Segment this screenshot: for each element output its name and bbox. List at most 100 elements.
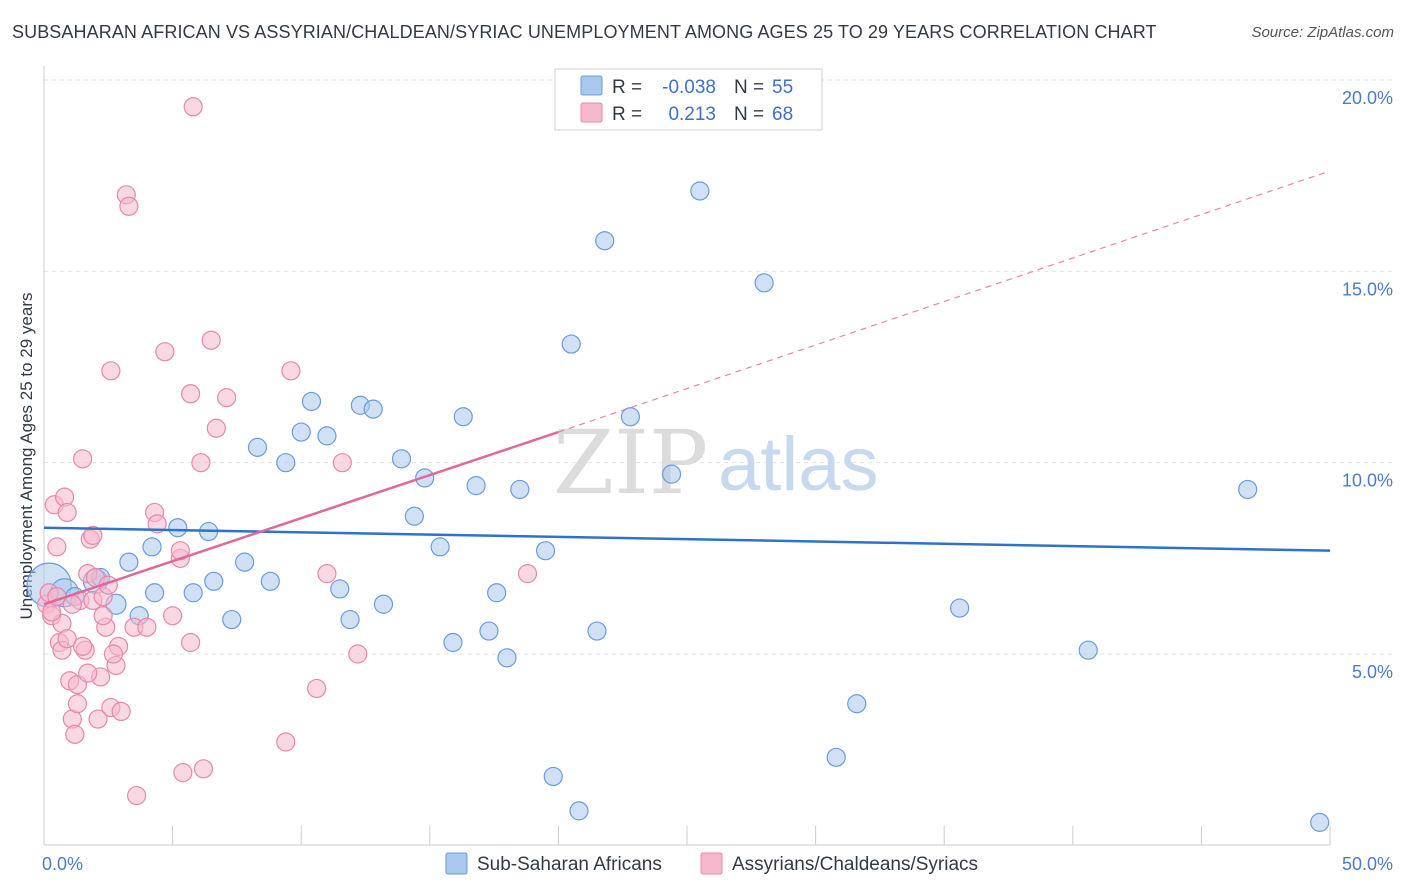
axis-ticks: 0.0% 50.0% 5.0% 10.0% 15.0% 20.0% xyxy=(42,88,1393,874)
point-assyrian xyxy=(206,418,226,438)
legend-r-value-1: -0.038 xyxy=(662,77,716,98)
legend-n-value-1: 55 xyxy=(772,77,793,98)
point-assyrian xyxy=(126,785,147,806)
legend-n-label-1: N = xyxy=(734,77,764,98)
point-assyrian xyxy=(93,606,113,626)
point-sub-saharan xyxy=(404,506,424,526)
point-sub-saharan xyxy=(1238,479,1258,500)
trend-line-pink xyxy=(43,430,559,606)
point-assyrian xyxy=(217,388,237,408)
trend-line-extension-pink xyxy=(558,171,1328,433)
point-sub-saharan xyxy=(443,632,463,653)
series-assyrians-chaldeans-syriacs xyxy=(36,97,538,806)
point-sub-saharan xyxy=(204,571,224,591)
point-sub-saharan xyxy=(587,621,607,641)
y-tick-label: 5.0% xyxy=(1352,662,1393,682)
point-assyrian xyxy=(78,663,98,683)
point-assyrian xyxy=(281,361,301,381)
series-legend-swatch-blue xyxy=(445,852,468,875)
source-label: Source: ZipAtlas.com xyxy=(1251,24,1394,41)
legend-r-value-2: 0.213 xyxy=(668,104,716,125)
point-sub-saharan xyxy=(595,231,615,251)
point-sub-saharan xyxy=(144,583,165,603)
point-sub-saharan xyxy=(391,449,412,469)
point-sub-saharan xyxy=(453,407,473,427)
point-sub-saharan xyxy=(363,399,383,419)
y-tick-label: 10.0% xyxy=(1342,471,1393,491)
point-sub-saharan xyxy=(142,537,162,557)
legend-swatch-pink xyxy=(580,102,603,123)
point-sub-saharan xyxy=(430,537,450,557)
watermark-zip: ZIP xyxy=(553,411,708,514)
point-sub-saharan xyxy=(826,747,846,767)
watermark-atlas: atlas xyxy=(718,422,879,507)
point-assyrian xyxy=(163,606,183,626)
point-sub-saharan xyxy=(340,609,360,630)
point-assyrian xyxy=(348,644,368,664)
point-sub-saharan xyxy=(569,801,589,821)
point-assyrian xyxy=(276,732,296,752)
legend-n-label-2: N = xyxy=(734,104,764,125)
point-sub-saharan xyxy=(487,583,507,603)
series-legend-label-pink: Assyrians/Chaldeans/Syriacs xyxy=(732,854,978,875)
point-sub-saharan xyxy=(847,694,867,714)
x-tick-label-min: 0.0% xyxy=(42,854,83,874)
x-tick-label-max: 50.0% xyxy=(1342,854,1393,874)
point-assyrian xyxy=(191,453,211,473)
point-sub-saharan xyxy=(661,464,682,484)
point-assyrian xyxy=(47,537,67,557)
point-assyrian xyxy=(101,361,121,381)
point-sub-saharan xyxy=(235,552,255,572)
series-sub-saharan-africans xyxy=(26,93,1330,832)
point-sub-saharan xyxy=(317,426,337,446)
point-assyrian xyxy=(119,196,139,216)
point-sub-saharan xyxy=(510,479,530,500)
trend-lines xyxy=(43,171,1331,606)
point-assyrian xyxy=(57,502,77,523)
point-sub-saharan xyxy=(276,453,296,473)
point-sub-saharan xyxy=(373,594,394,614)
point-assyrian xyxy=(173,763,193,783)
point-sub-saharan xyxy=(1310,812,1330,832)
point-sub-saharan xyxy=(620,407,641,427)
point-assyrian xyxy=(147,514,167,534)
point-assyrian xyxy=(88,709,108,729)
point-sub-saharan xyxy=(260,571,280,591)
legend-r-label-2: R = xyxy=(612,104,642,125)
point-sub-saharan xyxy=(247,437,268,457)
point-assyrian xyxy=(72,636,93,656)
stats-legend: R = -0.038 N = 55 R = 0.213 N = 68 xyxy=(554,68,823,131)
point-assyrian xyxy=(57,629,77,649)
point-assyrian xyxy=(83,525,103,545)
series-legend: Sub-Saharan Africans Assyrians/Chaldeans… xyxy=(445,852,978,875)
point-assyrian xyxy=(307,678,327,699)
point-sub-saharan xyxy=(301,391,322,412)
chart-title: SUBSAHARAN AFRICAN VS ASSYRIAN/CHALDEAN/… xyxy=(12,22,1157,42)
y-tick-label: 15.0% xyxy=(1342,279,1393,299)
y-axis-label: Unemployment Among Ages 25 to 29 years xyxy=(17,293,36,620)
point-sub-saharan xyxy=(291,422,311,442)
point-assyrian xyxy=(193,759,214,779)
point-assyrian xyxy=(183,97,203,117)
point-sub-saharan xyxy=(754,273,774,293)
point-assyrian xyxy=(517,564,538,584)
point-assyrian xyxy=(67,694,88,714)
point-assyrian xyxy=(65,724,85,744)
point-sub-saharan xyxy=(466,476,486,496)
point-assyrian xyxy=(111,701,131,722)
point-sub-saharan xyxy=(1078,640,1098,660)
point-assyrian xyxy=(72,449,93,469)
point-sub-saharan xyxy=(535,541,556,561)
point-assyrian xyxy=(332,453,352,473)
point-assyrian xyxy=(155,342,175,362)
point-sub-saharan xyxy=(183,583,203,603)
legend-n-value-2: 68 xyxy=(772,104,793,125)
point-sub-saharan xyxy=(497,648,517,668)
point-assyrian xyxy=(201,330,221,350)
point-assyrian xyxy=(103,644,124,664)
point-assyrian xyxy=(181,632,201,653)
legend-r-label-1: R = xyxy=(612,77,642,98)
series-legend-label-blue: Sub-Saharan Africans xyxy=(477,854,662,875)
point-assyrian xyxy=(181,384,201,404)
